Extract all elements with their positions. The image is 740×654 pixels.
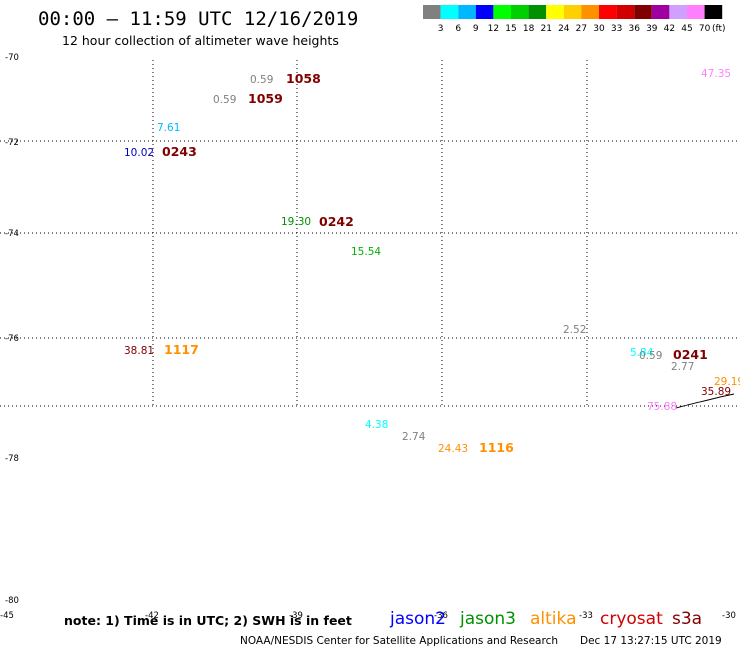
color-scale-swatch <box>599 5 617 19</box>
color-scale-label: 24 <box>558 24 570 34</box>
color-scale-swatch <box>704 5 723 19</box>
color-scale-unit: (ft) <box>712 24 726 34</box>
lat-label: -74 <box>5 229 19 239</box>
satellite-s3a: s3a <box>672 609 702 629</box>
lon-label: -39 <box>289 611 303 621</box>
color-scale-label: 9 <box>473 24 479 34</box>
satellite-jason2: jason2 <box>389 609 446 629</box>
lon-label: -30 <box>722 611 736 621</box>
pass-time-label: 1117 <box>164 342 199 357</box>
color-scale-label: 33 <box>611 24 622 34</box>
color-scale-label: 15 <box>505 24 516 34</box>
lat-label: -80 <box>5 596 19 606</box>
wave-height-label: 0.59 <box>250 74 273 86</box>
color-scale-label: 45 <box>681 24 692 34</box>
pass-time-label: 1059 <box>248 91 283 106</box>
color-scale-swatch <box>669 5 687 19</box>
color-scale-swatch <box>475 5 494 19</box>
wave-height-label: 29.19 <box>714 376 740 388</box>
wave-height-label: 10.02 <box>124 147 154 159</box>
wave-height-label: 75.88 <box>647 401 677 413</box>
map-title: 00:00 – 11:59 UTC 12/16/2019 <box>38 8 358 30</box>
color-scale-label: 12 <box>488 24 499 34</box>
wave-height-label: 5.84 <box>630 347 654 359</box>
wave-height-label: 38.81 <box>124 345 154 357</box>
color-scale-label: 3 <box>438 24 444 34</box>
lat-label: -78 <box>5 454 19 464</box>
color-scale-label: 6 <box>455 24 461 34</box>
footer-note: note: 1) Time is in UTC; 2) SWH is in fe… <box>64 613 352 628</box>
wave-height-label: 19.30 <box>281 216 311 228</box>
pass-time-label: 0241 <box>673 347 708 362</box>
color-scale-swatch <box>493 5 511 19</box>
lon-label: -36 <box>434 611 448 621</box>
color-scale-swatch <box>687 5 705 19</box>
wave-height-label: 2.77 <box>671 361 694 373</box>
color-scale-label: 70 <box>699 24 711 34</box>
color-scale-swatch <box>546 5 564 19</box>
color-scale-swatch <box>563 5 582 19</box>
pass-time-label: 1116 <box>479 440 514 455</box>
wave-height-label: 4.38 <box>365 419 388 431</box>
color-scale-label: 36 <box>628 24 640 34</box>
lon-label: -45 <box>0 611 14 621</box>
wave-height-label: 0.59 <box>213 94 236 106</box>
color-scale-label: 27 <box>576 24 587 34</box>
graticule <box>0 60 740 407</box>
color-scale-swatch <box>458 5 476 19</box>
color-scale-label: 18 <box>523 24 535 34</box>
color-scale-swatch <box>651 5 670 19</box>
wave-height-label: 47.35 <box>701 68 731 80</box>
footer-credit: NOAA/NESDIS Center for Satellite Applica… <box>240 635 558 647</box>
wave-height-label: 24.43 <box>438 443 468 455</box>
color-scale-swatch <box>440 5 459 19</box>
color-scale-swatch <box>511 5 529 19</box>
footer-timestamp: Dec 17 13:27:15 UTC 2019 <box>580 635 722 647</box>
lon-label: -42 <box>145 611 159 621</box>
wave-height-label: 2.52 <box>563 324 586 336</box>
color-scale: 3 6 9 12 15 18 21 24 27 30 33 36 39 42 45 70 (ft) <box>423 5 726 34</box>
wave-height-label: 15.54 <box>351 246 381 258</box>
pass-time-label: 0242 <box>319 214 354 229</box>
color-scale-label: 42 <box>664 24 675 34</box>
lat-label: -72 <box>5 138 19 148</box>
color-scale-swatch <box>616 5 635 19</box>
wave-height-label: 35.89 <box>701 386 731 398</box>
pass-time-label: 1058 <box>286 71 321 86</box>
satellite-altika: altika <box>530 609 577 629</box>
lat-label: -76 <box>5 334 19 344</box>
color-scale-swatch <box>581 5 599 19</box>
lon-label: -33 <box>579 611 593 621</box>
wave-height-label: 0.59 <box>639 350 662 362</box>
color-scale-label: 21 <box>540 24 551 34</box>
lat-label: -70 <box>5 53 19 63</box>
color-scale-label: 30 <box>593 24 605 34</box>
wave-height-label: 7.61 <box>157 122 180 134</box>
coastline <box>675 393 735 409</box>
map-subtitle: 12 hour collection of altimeter wave hei… <box>62 33 339 48</box>
color-scale-swatch <box>423 5 441 19</box>
color-scale-swatch <box>528 5 547 19</box>
pass-time-label: 0243 <box>162 144 197 159</box>
color-scale-swatch <box>634 5 652 19</box>
color-scale-label: 39 <box>646 24 658 34</box>
satellite-jason3: jason3 <box>459 609 516 629</box>
wave-height-label: 2.74 <box>402 431 426 443</box>
satellite-cryosat: cryosat <box>600 609 663 629</box>
